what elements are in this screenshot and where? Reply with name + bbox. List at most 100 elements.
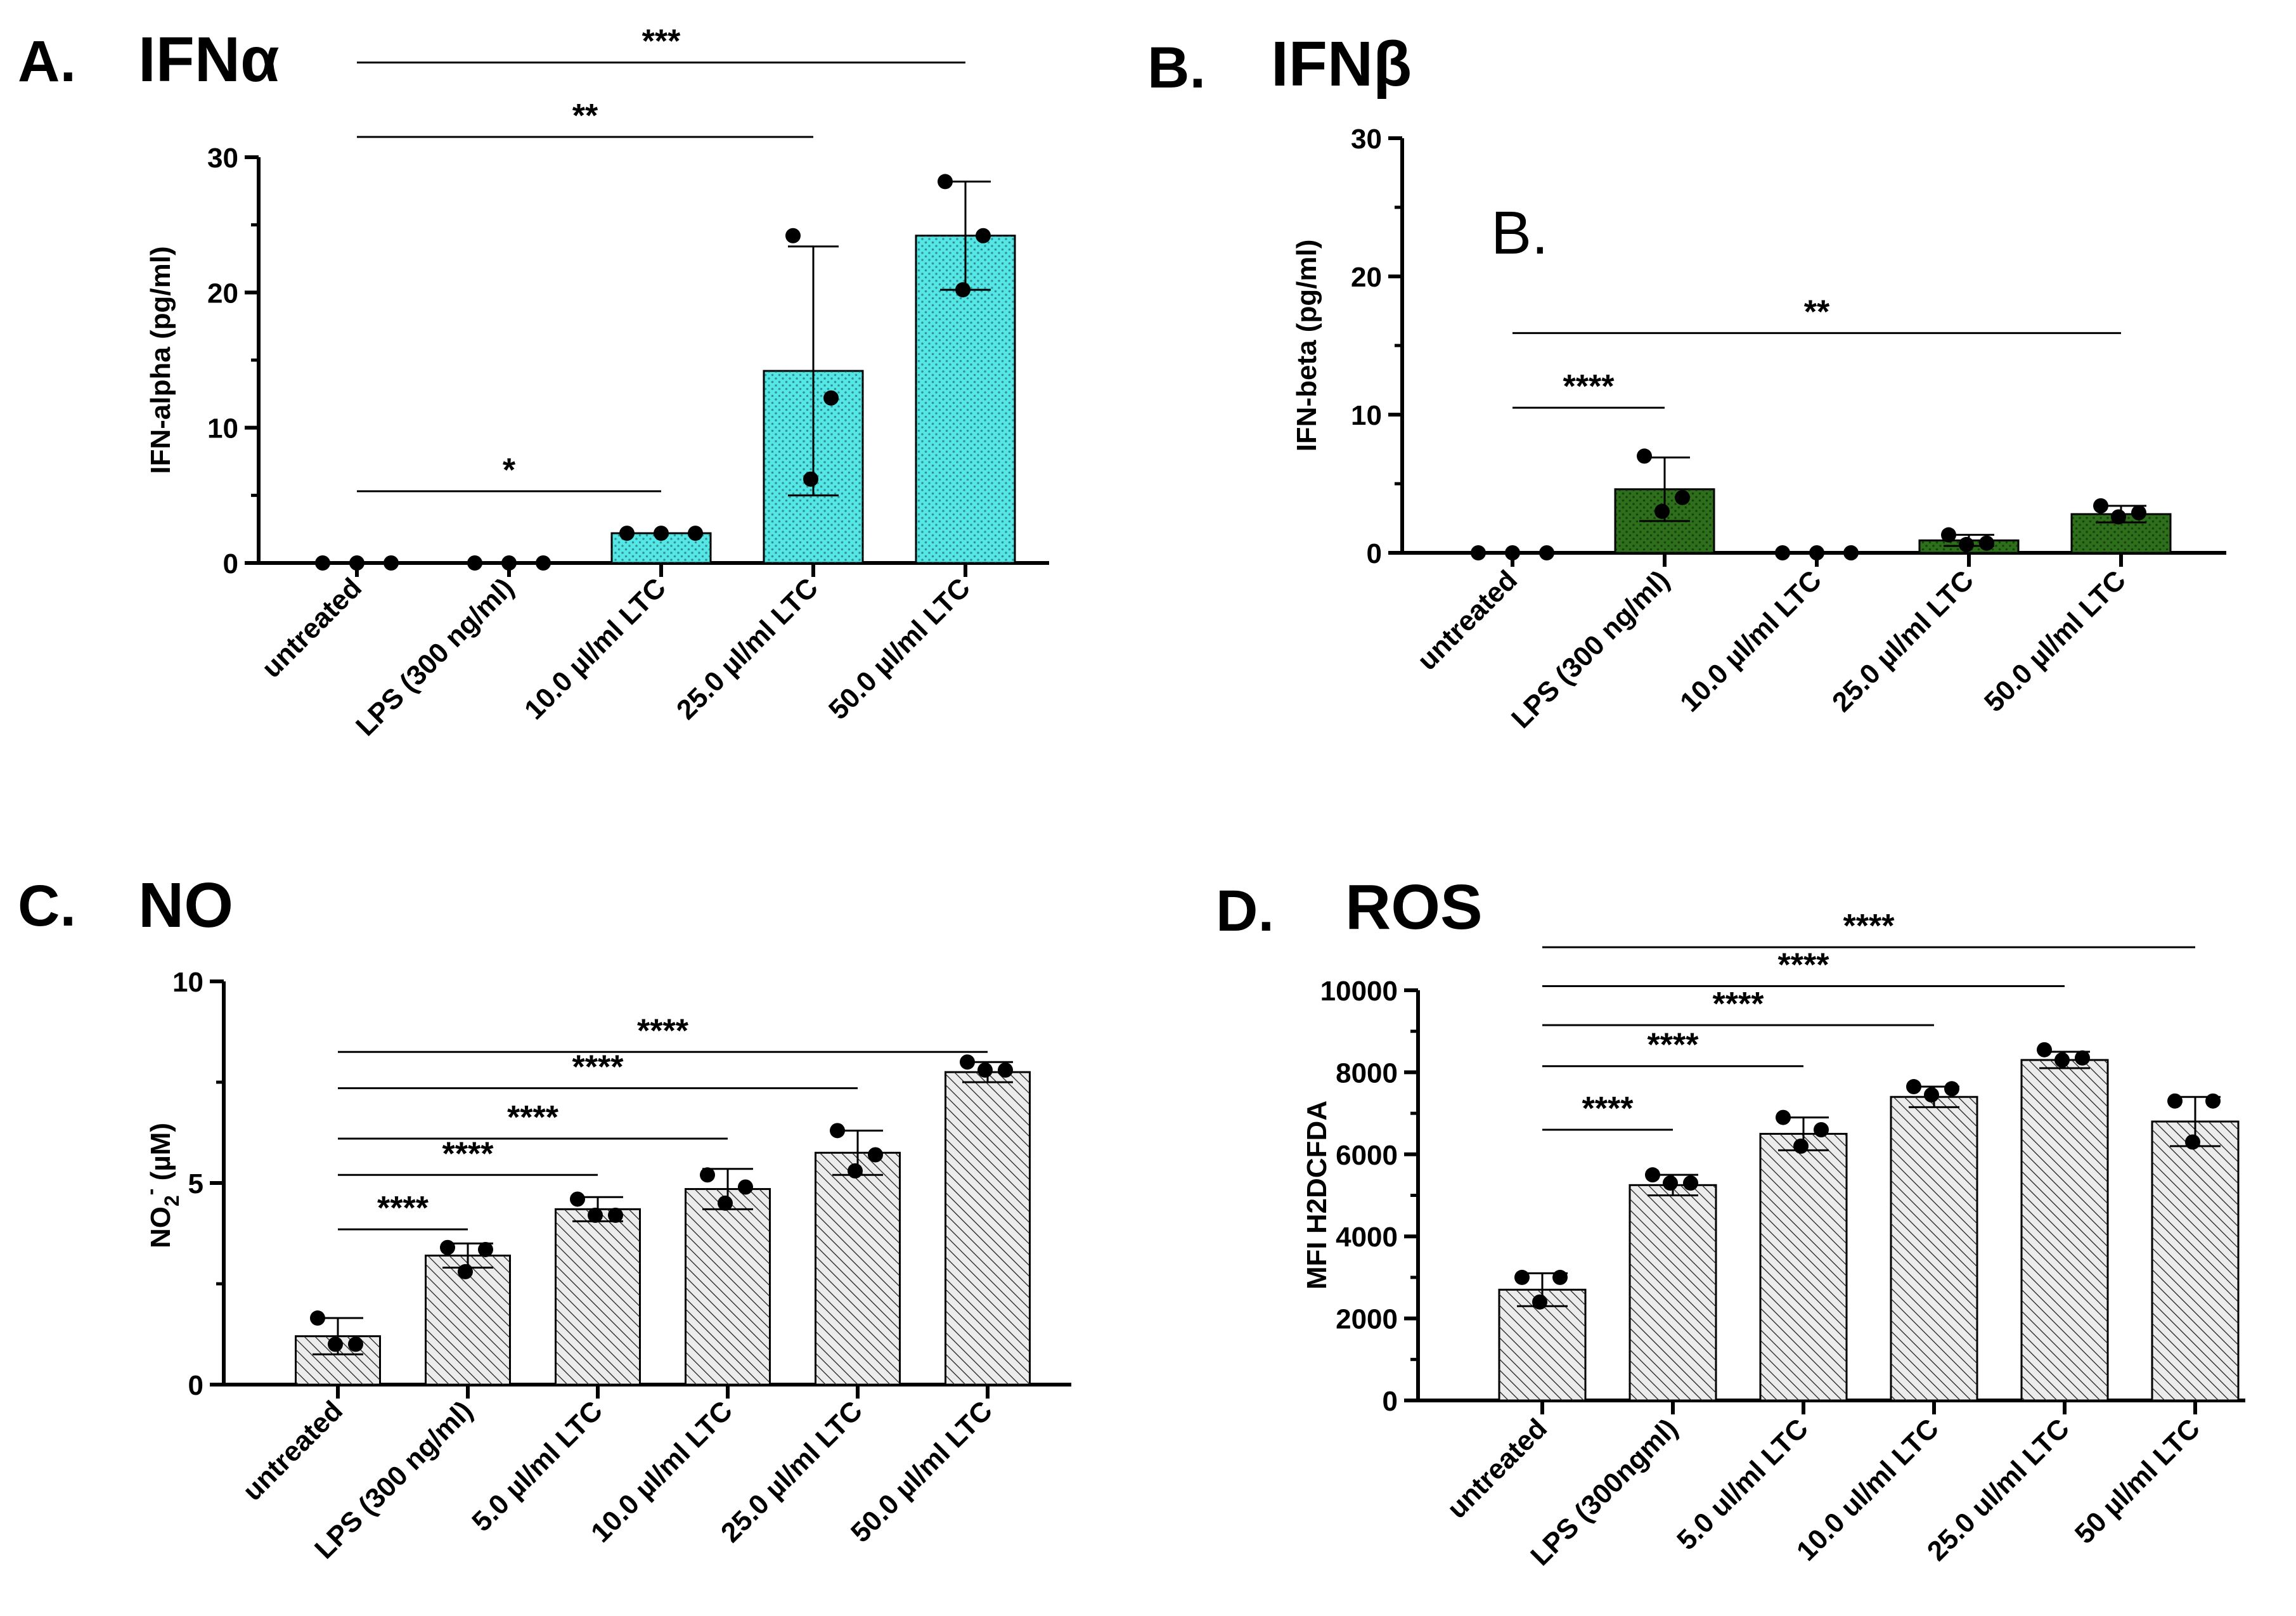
y-axis-label-sub: 2 <box>160 1195 183 1206</box>
data-point <box>1539 545 1554 560</box>
data-point <box>1654 503 1670 519</box>
data-point <box>2167 1093 2183 1109</box>
data-point <box>348 1336 363 1352</box>
data-point <box>440 1239 455 1255</box>
significance-label: *** <box>642 23 681 60</box>
data-point <box>478 1241 493 1257</box>
y-axis-label: MFI H2DCFDA <box>1301 1101 1332 1290</box>
data-point <box>654 526 669 541</box>
y-tick-label: 10 <box>207 413 238 444</box>
data-point <box>2205 1093 2221 1109</box>
y-tick-label: 10000 <box>1320 976 1398 1007</box>
significance-label: **** <box>1713 986 1765 1023</box>
significance-label: **** <box>572 1049 624 1086</box>
bar-pattern <box>555 1209 640 1385</box>
y-tick-label: 2000 <box>1336 1304 1398 1335</box>
y-axis-label-base: NO <box>145 1206 176 1248</box>
significance-label: **** <box>1778 947 1830 984</box>
bar-pattern <box>815 1153 900 1385</box>
data-point <box>2075 1050 2090 1066</box>
data-point <box>310 1310 325 1326</box>
data-point <box>1809 545 1824 560</box>
y-tick-label: 0 <box>223 548 238 579</box>
data-point <box>960 1054 975 1070</box>
data-point <box>976 228 991 243</box>
bar-pattern <box>1760 1134 1847 1400</box>
category-label: 50 µl/ml LTC <box>2069 1412 2206 1549</box>
data-point <box>315 555 330 571</box>
data-point <box>998 1062 1013 1078</box>
panel-label: A. <box>18 29 76 94</box>
category-label: LPS (300 ng/ml) <box>350 572 520 742</box>
data-point <box>467 555 482 571</box>
y-tick-label: 20 <box>207 278 238 309</box>
bar-pattern <box>685 1189 770 1385</box>
data-point <box>349 555 364 571</box>
data-point <box>2054 1052 2070 1068</box>
significance-label: * <box>503 452 516 489</box>
data-point <box>955 282 971 298</box>
data-point <box>718 1195 733 1211</box>
y-tick-label: 0 <box>1367 538 1382 569</box>
panel-label: D. <box>1216 879 1274 943</box>
panel-d: D. ROS 0 2000 4000 6000 8000 10000 MFI H2DCFDA un… <box>1216 872 2245 1572</box>
y-axis-label-sup: - <box>139 1189 162 1196</box>
data-point <box>1941 527 1956 543</box>
y-axis-label: IFN-beta (pg/ml) <box>1291 240 1322 452</box>
data-point <box>384 555 399 571</box>
panel-b: B. IFNβ 0 10 20 30 IFN-beta (pg/ml) untreatedLP… <box>1147 29 2226 734</box>
data-point <box>2185 1134 2200 1150</box>
panel-label: C. <box>18 874 76 938</box>
category-label: 25.0 µl/ml LTC <box>1826 564 1980 718</box>
data-point <box>2111 509 2126 525</box>
y-tick-label: 8000 <box>1336 1057 1398 1089</box>
data-point <box>1814 1122 1829 1137</box>
category-label: untreated <box>1412 564 1523 676</box>
panel-a: A. IFNα 0 10 20 30 IFN-alpha (pg/ml) untreatedL… <box>18 23 1049 742</box>
category-label: 25.0 ul/ml LTC <box>1921 1412 2075 1567</box>
data-point <box>570 1191 585 1207</box>
data-point <box>2131 505 2146 520</box>
data-point <box>1924 1087 1939 1102</box>
data-point <box>328 1336 343 1352</box>
bar-pattern <box>2152 1122 2238 1400</box>
y-tick-label: 6000 <box>1336 1140 1398 1171</box>
data-point <box>1775 545 1790 560</box>
significance-label: **** <box>1648 1027 1699 1064</box>
panel-title: IFNα <box>138 24 280 95</box>
y-axis-label-unit: (µM) <box>145 1123 176 1189</box>
significance-label: ** <box>1804 294 1830 330</box>
category-label: 10.0 µl/ml LTC <box>1674 564 1828 718</box>
data-point <box>1532 1294 1547 1310</box>
bar-pattern <box>1891 1097 1977 1400</box>
significance-label: **** <box>1563 368 1615 405</box>
data-point <box>2093 498 2108 514</box>
data-point <box>938 174 953 190</box>
bar-pattern <box>2022 1059 2108 1400</box>
data-point <box>1645 1167 1660 1183</box>
bar-pattern <box>945 1072 1030 1385</box>
data-point <box>977 1062 993 1078</box>
significance-label: **** <box>442 1135 494 1172</box>
panel-title: NO <box>138 870 233 941</box>
data-point <box>458 1264 473 1279</box>
category-label: 50.0 µl/ml LTC <box>823 572 976 725</box>
data-point <box>1683 1175 1698 1191</box>
y-tick-label: 10 <box>172 967 203 998</box>
y-tick-label: 5 <box>188 1168 203 1199</box>
category-label: 50.0 µl/ml LTC <box>845 1395 998 1548</box>
category-label: LPS (300 ng/ml) <box>1506 564 1675 734</box>
category-label: 5.0 ul/ml LTC <box>1671 1412 1814 1556</box>
data-point <box>1552 1269 1568 1285</box>
data-point <box>1843 545 1859 560</box>
data-point <box>1663 1175 1678 1191</box>
data-point <box>501 555 517 571</box>
data-point <box>1505 545 1520 560</box>
category-label: untreated <box>1441 1412 1553 1524</box>
panel-title: ROS <box>1345 872 1483 943</box>
data-point <box>608 1207 623 1223</box>
data-point <box>785 228 801 243</box>
data-point <box>1793 1138 1809 1154</box>
